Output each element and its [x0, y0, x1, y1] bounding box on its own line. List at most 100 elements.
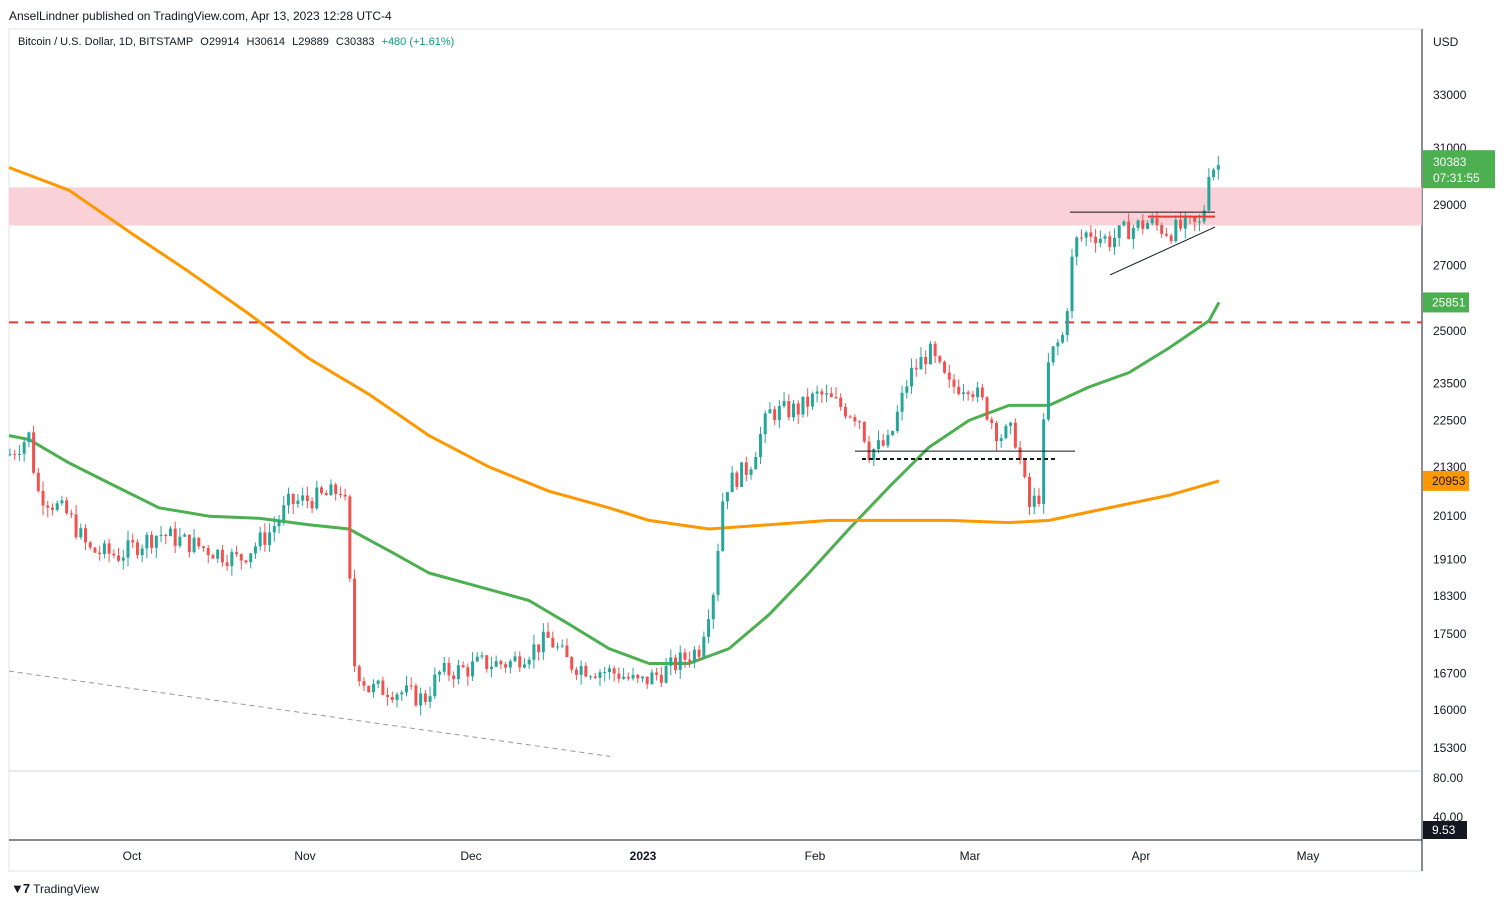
candle-down	[943, 361, 947, 373]
candle-up	[541, 631, 545, 653]
indicator-value-badge	[1423, 821, 1467, 839]
candle-down	[994, 423, 998, 442]
candle-down	[447, 662, 451, 676]
last-price-value: 30383	[1433, 155, 1467, 169]
candle-up	[282, 505, 286, 521]
candle-down	[353, 578, 357, 667]
candle-down	[69, 513, 73, 515]
candle-down	[924, 356, 928, 365]
candle-up	[872, 449, 876, 460]
candle-up	[782, 401, 786, 407]
candle-up	[725, 492, 729, 502]
candle-down	[197, 537, 201, 547]
candle-up	[622, 676, 626, 679]
candle-down	[985, 397, 989, 420]
price-tick-label: 18300	[1433, 589, 1467, 603]
candle-down	[829, 393, 833, 398]
candle-up	[277, 520, 281, 527]
time-tick-label: Feb	[805, 849, 826, 863]
candle-down	[291, 494, 295, 504]
candle-up	[438, 671, 442, 675]
candle-down	[947, 372, 951, 380]
long-term-trendline	[8, 670, 611, 757]
time-tick-label: May	[1297, 849, 1320, 863]
candle-up	[1183, 216, 1187, 229]
candle-down	[806, 396, 810, 407]
candle-up	[371, 683, 375, 693]
price-tick-label: 33000	[1433, 88, 1467, 102]
candle-up	[471, 661, 475, 677]
candle-up	[1212, 169, 1216, 177]
candle-up	[527, 659, 531, 665]
candle-down	[305, 495, 309, 501]
price-tick-label: 16000	[1433, 703, 1467, 717]
price-tick-label: 19100	[1433, 553, 1467, 567]
candle-up	[1216, 165, 1220, 170]
candle-up	[711, 594, 715, 620]
candle-down	[1028, 476, 1032, 507]
price-tick-label: 16700	[1433, 667, 1467, 681]
candle-down	[574, 669, 578, 675]
candle-up	[1051, 346, 1055, 363]
candle-up	[1046, 362, 1050, 420]
candle-down	[551, 637, 555, 648]
candle-down	[570, 657, 574, 670]
candle-up	[121, 557, 125, 561]
ma-value-badge	[1423, 470, 1469, 491]
candle-up	[433, 674, 437, 697]
candle-up	[900, 392, 904, 412]
candle-up	[258, 532, 262, 547]
candle-up	[716, 550, 720, 595]
candle-up	[777, 406, 781, 421]
candle-up	[1131, 227, 1135, 240]
candle-up	[999, 438, 1003, 442]
candle-down	[220, 549, 224, 563]
candle-up	[1174, 219, 1178, 242]
candle-up	[678, 652, 682, 670]
candle-down	[343, 494, 347, 497]
candle-up	[154, 535, 158, 548]
candle-down	[386, 694, 390, 697]
candle-down	[338, 494, 342, 496]
candle-up	[692, 649, 696, 662]
candle-down	[853, 417, 857, 422]
candle-up	[192, 537, 196, 553]
candle-up	[1032, 495, 1036, 507]
candle-up	[650, 672, 654, 685]
time-tick-label: Nov	[294, 849, 315, 863]
candle-down	[565, 645, 569, 658]
candle-down	[952, 379, 956, 387]
candle-down	[32, 432, 36, 473]
candle-down	[645, 676, 649, 685]
candle-down	[957, 386, 961, 394]
footer-brand: ▼7 TradingView	[11, 881, 99, 896]
candle-down	[683, 652, 687, 660]
candle-up	[768, 409, 772, 414]
currency-label: USD	[1433, 35, 1459, 49]
price-tick-label: 23500	[1433, 376, 1467, 390]
candle-up	[801, 396, 805, 415]
candle-up	[428, 696, 432, 702]
candle-up	[419, 693, 423, 706]
candle-up	[1122, 221, 1126, 226]
close-value: C30383	[335, 36, 375, 48]
candle-up	[102, 543, 106, 555]
candle-down	[409, 685, 413, 687]
price-tick-label: 29000	[1433, 198, 1467, 212]
candle-up	[1207, 176, 1211, 211]
candle-up	[55, 503, 59, 510]
candle-down	[938, 356, 942, 362]
candle-down	[636, 674, 640, 679]
candle-up	[329, 484, 333, 496]
candle-up	[754, 456, 758, 470]
publisher-header: AnselLindner published on TradingView.co…	[9, 9, 392, 23]
candle-up	[494, 661, 498, 667]
candle-down	[173, 528, 177, 546]
candle-up	[815, 391, 819, 394]
candle-up	[556, 646, 560, 648]
candle-down	[1169, 235, 1173, 242]
candle-down	[117, 555, 121, 561]
candle-down	[461, 665, 465, 668]
tradingview-logo-icon: ▼7	[11, 881, 30, 896]
